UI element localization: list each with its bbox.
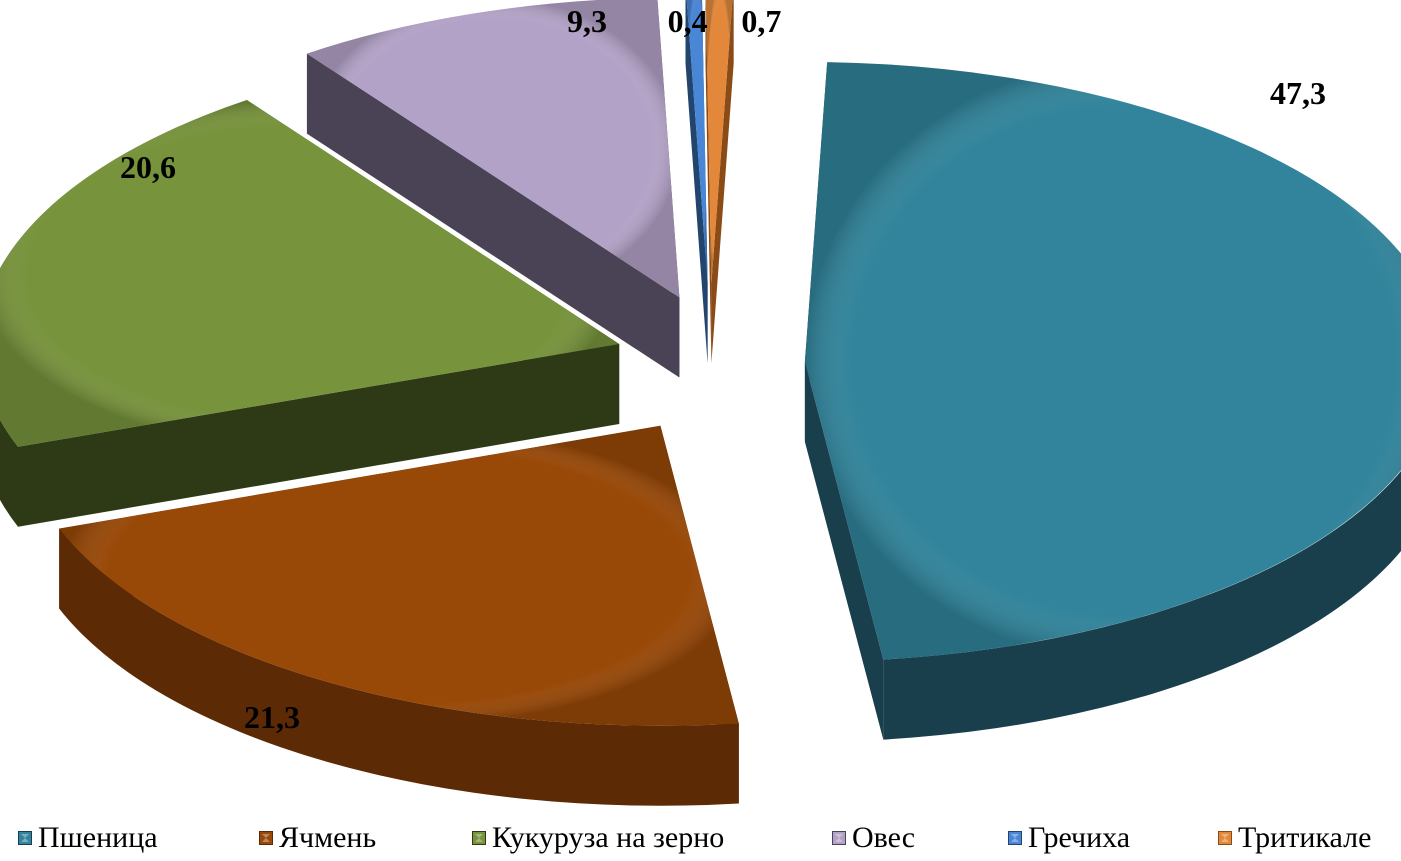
legend-label-triticale: Тритикале xyxy=(1238,821,1372,854)
legend-item-barley: Ячмень xyxy=(259,818,376,858)
data-label-corn: 20,6 xyxy=(120,149,176,185)
legend-label-barley: Ячмень xyxy=(279,821,377,854)
pie-slice-shade-barley xyxy=(59,425,739,726)
legend-swatch-triticale xyxy=(1218,831,1232,845)
legend-item-corn: Кукуруза на зерно xyxy=(472,818,724,858)
pie-slice-corn xyxy=(0,100,620,527)
legend: Пшеница Ячмень Кукуруза на зерно Овес Гр… xyxy=(0,818,1401,858)
legend-label-buckwheat: Гречиха xyxy=(1028,821,1131,854)
legend-item-oats: Овес xyxy=(832,818,915,858)
pie-slice-buckwheat xyxy=(685,0,708,364)
legend-label-wheat: Пшеница xyxy=(38,821,158,854)
pie-slices xyxy=(0,0,1401,806)
pie-slice-rim-corn-0 xyxy=(0,419,18,527)
legend-swatch-oats xyxy=(832,831,846,845)
data-labels: 47,3 21,3 20,6 9,3 0,4 0,7 xyxy=(120,3,1326,735)
legend-item-wheat: Пшеница xyxy=(18,818,158,858)
pie-slice-oats xyxy=(306,0,680,378)
data-label-oats: 9,3 xyxy=(567,3,607,39)
legend-swatch-wheat xyxy=(18,831,32,845)
legend-swatch-corn xyxy=(472,831,486,845)
data-label-wheat: 47,3 xyxy=(1270,75,1326,111)
legend-item-triticale: Тритикале xyxy=(1218,818,1371,858)
legend-swatch-barley xyxy=(259,831,273,845)
pie-slice-wall-wheat-1 xyxy=(804,361,884,740)
legend-label-corn: Кукуруза на зерно xyxy=(492,821,725,854)
pie-slice-rim-wheat-0 xyxy=(883,470,1401,740)
data-label-buckwheat: 0,4 xyxy=(668,3,708,39)
legend-label-oats: Овес xyxy=(852,821,916,854)
pie-slice-rim-barley-0 xyxy=(59,528,739,806)
pie-slice-wall-triticale-1 xyxy=(711,0,734,364)
pie-slice-triticale xyxy=(705,0,734,364)
legend-swatch-buckwheat xyxy=(1008,831,1022,845)
legend-item-buckwheat: Гречиха xyxy=(1008,818,1130,858)
pie-slice-shade-corn xyxy=(0,100,620,447)
pie-slice-wall-buckwheat-0 xyxy=(685,0,708,364)
pie-slice-shade-oats xyxy=(306,0,680,298)
pie-slice-barley xyxy=(59,425,739,806)
pie-slice-wall-triticale-0 xyxy=(705,0,712,364)
pie-slice-shade-buckwheat xyxy=(686,0,708,284)
pie-slice-shade-wheat xyxy=(804,62,1401,660)
pie-slice-wall-corn-0 xyxy=(18,344,620,527)
pie-slice-shade-triticale xyxy=(705,0,733,284)
pie-slice-wall-oats-0 xyxy=(306,53,680,378)
data-label-barley: 21,3 xyxy=(244,699,300,735)
data-label-triticale: 0,7 xyxy=(741,3,781,39)
pie-slice-wheat xyxy=(804,62,1401,740)
